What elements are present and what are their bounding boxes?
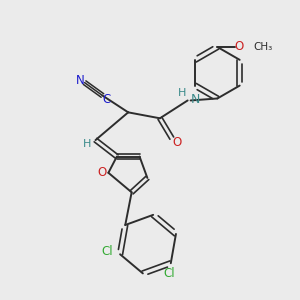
- Text: N: N: [190, 93, 200, 106]
- Text: H: H: [178, 88, 186, 98]
- Text: O: O: [235, 40, 244, 53]
- Text: Cl: Cl: [101, 245, 113, 258]
- Text: N: N: [76, 74, 85, 87]
- Text: O: O: [172, 136, 182, 148]
- Text: H: H: [82, 139, 91, 149]
- Text: Cl: Cl: [163, 267, 175, 280]
- Text: CH₃: CH₃: [253, 42, 272, 52]
- Text: C: C: [102, 93, 110, 106]
- Text: O: O: [98, 166, 107, 179]
